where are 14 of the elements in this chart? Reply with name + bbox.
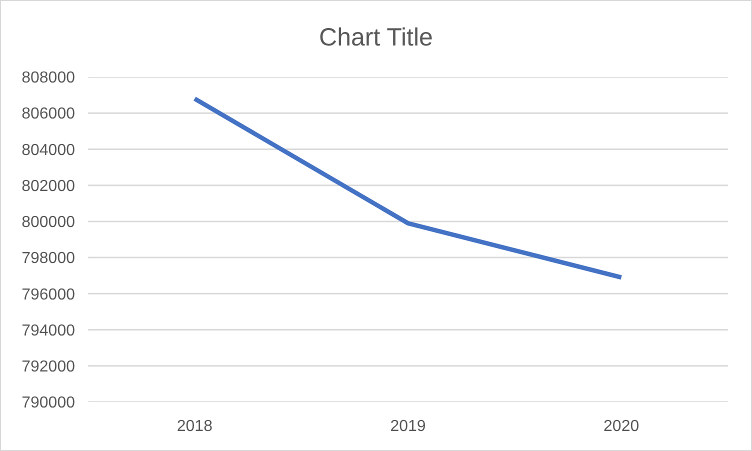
x-tick-label: 2020 (604, 418, 640, 435)
x-tick-label: 2018 (176, 418, 213, 435)
y-tick-label: 790000 (22, 394, 76, 412)
y-tick-label: 796000 (22, 286, 76, 304)
y-tick-label: 806000 (22, 106, 76, 123)
chart-title: Chart Title (319, 24, 433, 52)
y-tick-label: 800000 (22, 214, 76, 232)
x-tick-label: 2019 (390, 418, 426, 435)
y-tick-label: 798000 (22, 250, 76, 268)
y-tick-label: 792000 (22, 358, 76, 376)
y-tick-label: 802000 (22, 178, 76, 195)
y-tick-label: 804000 (22, 142, 76, 159)
y-tick-label: 808000 (22, 70, 76, 87)
y-tick-label: 794000 (22, 322, 76, 340)
